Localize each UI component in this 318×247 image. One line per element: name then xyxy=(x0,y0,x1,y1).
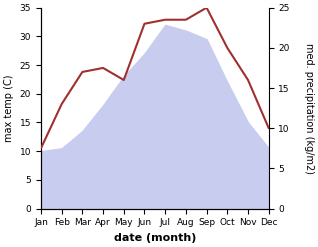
Y-axis label: max temp (C): max temp (C) xyxy=(4,74,14,142)
Y-axis label: med. precipitation (kg/m2): med. precipitation (kg/m2) xyxy=(304,43,314,174)
X-axis label: date (month): date (month) xyxy=(114,233,196,243)
